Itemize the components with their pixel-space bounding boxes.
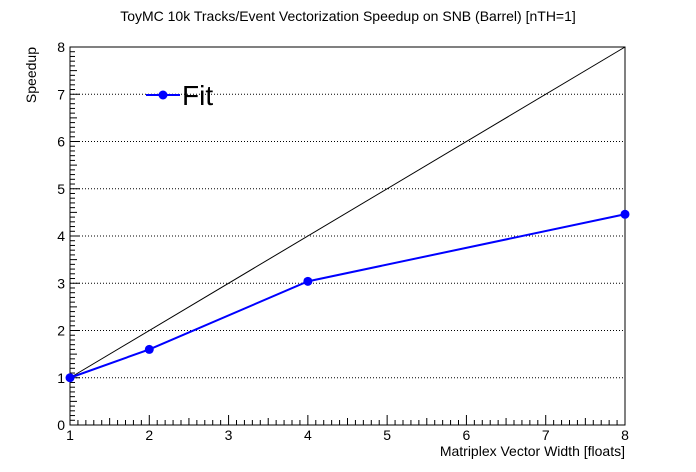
- y-tick-label: 5: [57, 181, 65, 197]
- x-tick-label: 8: [621, 427, 629, 443]
- y-tick-label: 8: [57, 39, 65, 55]
- data-point: [144, 344, 154, 354]
- series-line: [69, 213, 626, 379]
- y-axis-label: Speedup: [23, 47, 39, 103]
- data-point: [65, 373, 75, 383]
- x-tick-label: 6: [463, 427, 471, 443]
- x-tick-label: 3: [225, 427, 233, 443]
- y-tick-label: 6: [57, 134, 65, 150]
- y-tick-label: 4: [57, 228, 65, 244]
- y-axis: 0 1 2 3 4 5 6 7 8: [57, 39, 80, 433]
- series-group: [65, 209, 630, 383]
- y-tick-label: 1: [57, 370, 65, 386]
- x-tick-label: 4: [304, 427, 312, 443]
- x-axis-label: Matriplex Vector Width [floats]: [440, 443, 625, 459]
- legend: Fit: [146, 80, 213, 111]
- x-tick-label: 1: [66, 427, 74, 443]
- x-tick-label: 7: [542, 427, 550, 443]
- grid-lines: [70, 93, 625, 379]
- reference-line: [69, 46, 626, 379]
- y-tick-label: 7: [57, 86, 65, 102]
- data-point: [620, 209, 630, 219]
- legend-label: Fit: [182, 80, 213, 111]
- data-point: [303, 276, 313, 286]
- reference-line-group: [69, 46, 626, 379]
- y-tick-label: 2: [57, 323, 65, 339]
- y-tick-label: 3: [57, 275, 65, 291]
- chart-title: ToyMC 10k Tracks/Event Vectorization Spe…: [120, 8, 576, 24]
- x-tick-label: 2: [145, 427, 153, 443]
- x-tick-label: 5: [383, 427, 391, 443]
- y-tick-label: 0: [57, 417, 65, 433]
- legend-marker: [158, 90, 168, 100]
